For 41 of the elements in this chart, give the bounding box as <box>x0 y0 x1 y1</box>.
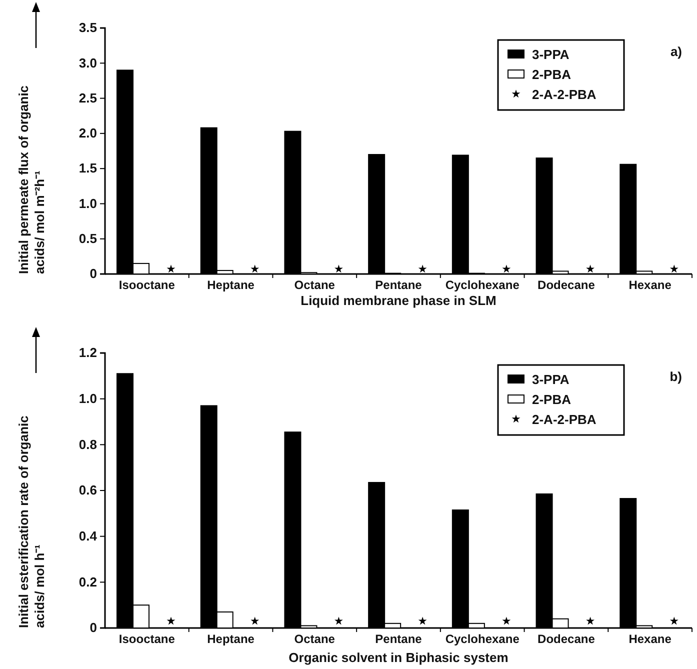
x-tick-label: Hexane <box>628 632 672 646</box>
x-tick-label: Octane <box>294 632 336 646</box>
x-tick-label: Isooctane <box>118 278 176 292</box>
y-tick-label: 3.0 <box>78 55 97 70</box>
legend-label: 2-A-2-PBA <box>532 87 597 102</box>
y-tick-label: 2.5 <box>78 90 97 106</box>
y-tick-label: 2.0 <box>78 126 97 141</box>
legend-label: 2-PBA <box>532 67 572 82</box>
y-tick-label: 0.5 <box>78 231 97 246</box>
y-tick-label: 0.8 <box>78 436 97 452</box>
x-tick-label: Cyclohexane <box>445 278 520 292</box>
x-axis-title: Organic solvent in Biphasic system <box>288 650 508 665</box>
annotation: b) <box>670 369 682 384</box>
x-tick-label: Pentane <box>375 632 422 646</box>
y-tick-label: 0.2 <box>78 574 97 590</box>
y-axis-title: Initial esterification rate of organic acids/ mol h⁻¹ <box>16 416 47 628</box>
y-tick-label: 1.5 <box>78 160 97 176</box>
y-tick-label: 1.0 <box>78 390 97 406</box>
x-tick-label: Heptane <box>207 632 255 646</box>
x-tick-label: Isooctane <box>118 632 176 646</box>
x-tick-label: Octane <box>294 278 336 292</box>
y-tick-label: 0.6 <box>78 482 97 498</box>
x-tick-label: Cyclohexane <box>445 632 520 646</box>
x-tick-label: Pentane <box>375 278 422 292</box>
y-axis-title: Initial permeate flux of organic acids/ mol m⁻²h⁻¹ <box>16 85 47 274</box>
legend-label: 3-PPA <box>532 47 570 62</box>
x-tick-label: Dodecane <box>538 278 596 292</box>
y-tick-label: 3.5 <box>78 20 97 36</box>
legend-label: 2-A-2-PBA <box>532 412 597 427</box>
x-tick-label: Heptane <box>207 278 255 292</box>
legend-label: 3-PPA <box>532 372 570 387</box>
y-tick-label: 0 <box>90 266 97 282</box>
annotation: a) <box>670 44 682 59</box>
x-tick-label: Hexane <box>628 278 672 292</box>
y-tick-label: 1.2 <box>78 345 97 360</box>
legend-label: 2-PBA <box>532 392 572 407</box>
x-tick-label: Dodecane <box>538 632 596 646</box>
x-axis-title: Liquid membrane phase in SLM <box>300 293 496 308</box>
y-tick-label: 1.0 <box>78 196 97 211</box>
y-tick-label: 0 <box>90 620 97 636</box>
y-tick-label: 0.4 <box>78 528 98 544</box>
